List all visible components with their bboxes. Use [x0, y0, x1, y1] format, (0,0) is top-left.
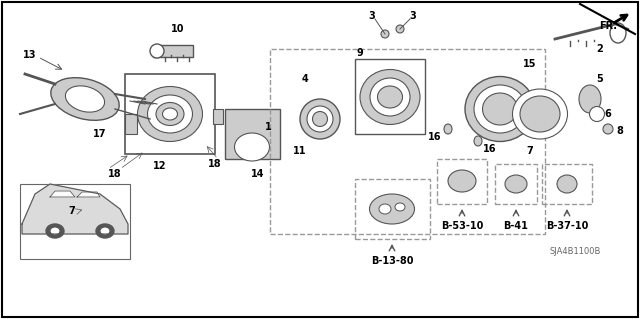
- Ellipse shape: [234, 133, 269, 161]
- Ellipse shape: [96, 224, 114, 238]
- Text: 6: 6: [605, 109, 611, 119]
- Ellipse shape: [474, 85, 526, 133]
- Text: 13: 13: [23, 50, 36, 60]
- Ellipse shape: [396, 25, 404, 33]
- Text: 17: 17: [93, 129, 107, 139]
- Ellipse shape: [505, 175, 527, 193]
- Ellipse shape: [100, 227, 110, 235]
- Ellipse shape: [369, 194, 415, 224]
- Text: 9: 9: [356, 48, 364, 58]
- Text: 18: 18: [208, 159, 222, 169]
- Bar: [355, 179, 430, 239]
- Bar: [20, 184, 130, 259]
- Bar: [153, 45, 193, 57]
- Bar: [495, 164, 537, 204]
- Ellipse shape: [395, 203, 405, 211]
- Text: 18: 18: [108, 169, 122, 179]
- Ellipse shape: [465, 77, 535, 142]
- Text: 16: 16: [483, 144, 497, 154]
- Ellipse shape: [378, 86, 403, 108]
- Text: B-37-10: B-37-10: [546, 221, 588, 231]
- Bar: [225, 109, 280, 159]
- Ellipse shape: [557, 175, 577, 193]
- Ellipse shape: [150, 44, 164, 58]
- Bar: [125, 114, 137, 134]
- Ellipse shape: [520, 96, 560, 132]
- Ellipse shape: [156, 102, 184, 125]
- Text: 14: 14: [252, 169, 265, 179]
- Polygon shape: [77, 192, 100, 197]
- Text: 1: 1: [264, 122, 271, 132]
- Text: 12: 12: [153, 161, 167, 171]
- Bar: [542, 164, 592, 204]
- Bar: [125, 74, 215, 154]
- Ellipse shape: [448, 170, 476, 192]
- Ellipse shape: [51, 78, 119, 120]
- Polygon shape: [22, 184, 128, 234]
- Text: 10: 10: [172, 24, 185, 34]
- Ellipse shape: [138, 86, 202, 142]
- Bar: [270, 49, 545, 234]
- Bar: [213, 109, 223, 124]
- Ellipse shape: [360, 70, 420, 124]
- Text: 15: 15: [524, 59, 537, 69]
- Polygon shape: [50, 191, 75, 197]
- Ellipse shape: [379, 204, 391, 214]
- Bar: [437, 159, 487, 204]
- Text: 3: 3: [410, 11, 417, 21]
- Text: SJA4B1100B: SJA4B1100B: [549, 247, 601, 256]
- Ellipse shape: [147, 95, 193, 133]
- Text: 5: 5: [596, 74, 604, 84]
- Ellipse shape: [513, 89, 568, 139]
- Ellipse shape: [483, 93, 518, 125]
- Text: 2: 2: [596, 44, 604, 54]
- Text: 7: 7: [527, 146, 533, 156]
- Ellipse shape: [50, 227, 60, 235]
- Ellipse shape: [307, 106, 333, 132]
- Text: FR.: FR.: [599, 21, 617, 31]
- Ellipse shape: [444, 124, 452, 134]
- Ellipse shape: [65, 86, 104, 112]
- Text: B-53-10: B-53-10: [441, 221, 483, 231]
- Ellipse shape: [579, 85, 601, 113]
- Text: 4: 4: [301, 74, 308, 84]
- Ellipse shape: [589, 107, 605, 122]
- Ellipse shape: [370, 78, 410, 116]
- Ellipse shape: [300, 99, 340, 139]
- Ellipse shape: [163, 108, 177, 120]
- Text: 11: 11: [293, 146, 307, 156]
- Text: B-13-80: B-13-80: [371, 256, 413, 266]
- Ellipse shape: [474, 136, 482, 146]
- Ellipse shape: [610, 23, 626, 43]
- Ellipse shape: [46, 224, 64, 238]
- Text: B-41: B-41: [504, 221, 529, 231]
- Ellipse shape: [603, 124, 613, 134]
- Text: 7: 7: [68, 206, 76, 216]
- Text: 8: 8: [616, 126, 623, 136]
- Ellipse shape: [312, 112, 328, 127]
- Bar: [355, 59, 425, 134]
- Text: 16: 16: [428, 132, 442, 142]
- Text: 3: 3: [369, 11, 376, 21]
- Ellipse shape: [381, 30, 389, 38]
